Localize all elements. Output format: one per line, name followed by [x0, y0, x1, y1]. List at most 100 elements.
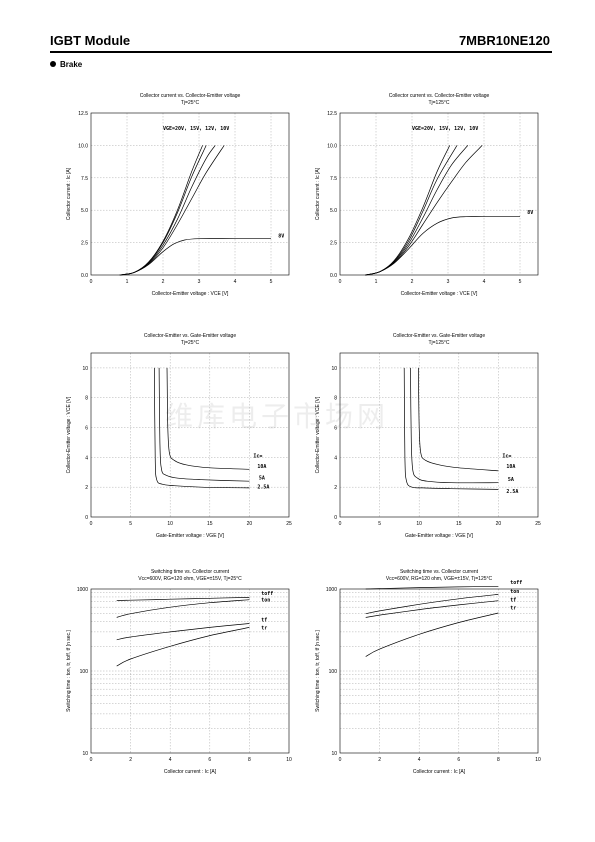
chart1-annotation: 8V: [278, 233, 284, 239]
chart5-x-axis-label: Collector current : Ic [A]: [164, 769, 217, 775]
chart4-x-tick-label: 0: [339, 521, 342, 527]
chart1-plot-frame: [90, 112, 290, 276]
chart4-subtitle: Tj=125°C: [428, 340, 449, 346]
chart5-x-tick-label: 2: [129, 757, 132, 763]
chart5-annotation: tf: [261, 618, 267, 624]
chart6-x-axis-label: Collector current : Ic [A]: [413, 769, 466, 775]
chart3-series-2-5a: [154, 367, 250, 489]
chart1-x-tick-label: 0: [90, 279, 93, 285]
chart6-series-ton: [365, 594, 499, 615]
chart2-x-tick-label: 5: [519, 279, 522, 285]
chart1-x-tick-label: 2: [162, 279, 165, 285]
chart3-plot-frame: [90, 352, 290, 518]
chart5-annotation: ton: [261, 598, 270, 604]
chart3-series-5a: [158, 367, 250, 482]
chart6-annotation: tr: [510, 606, 516, 612]
chart1-y-tick-label: 7.5: [81, 176, 88, 182]
chart1-x-tick-label: 3: [198, 279, 201, 285]
chart1-y-tick-label: 2.5: [81, 241, 88, 247]
chart5-series-ton: [116, 599, 250, 618]
chart6-x-tick-label: 8: [497, 757, 500, 763]
chart6-x-tick-label: 2: [378, 757, 381, 763]
chart2-y-tick-label: 12.5: [327, 111, 337, 117]
chart6-x-tick-label: 0: [339, 757, 342, 763]
chart3-x-tick-label: 25: [286, 521, 292, 527]
chart3-y-tick-label: 0: [85, 515, 88, 521]
chart1-y-axis-label: Collector current : Ic [A]: [66, 167, 72, 220]
chart5-subtitle: Vcc=600V, RG=120 ohm, VGE=±15V, Tj=25°C: [138, 576, 242, 582]
chart5-y-tick-label: 1000: [77, 587, 88, 593]
chart6-x-tick-label: 4: [418, 757, 421, 763]
chart5-y-tick-label: 100: [80, 669, 89, 675]
chart4-x-axis-label: Gate-Emitter voltage : VGE [V]: [405, 533, 474, 539]
chart4-y-tick-label: 8: [334, 396, 337, 402]
chart1-title: Collector current vs. Collector-Emitter …: [140, 93, 241, 99]
chart5-plot-frame: [90, 588, 290, 754]
chart3-annotation: 5A: [259, 476, 265, 482]
chart3-x-tick-label: 20: [247, 521, 253, 527]
chart3-title: Collector-Emitter vs. Gate-Emitter volta…: [144, 333, 236, 339]
chart4-y-tick-label: 2: [334, 485, 337, 491]
chart5-x-tick-label: 0: [90, 757, 93, 763]
chart4-x-tick-label: 15: [456, 521, 462, 527]
page-header: IGBT Module 7MBR10NE120: [50, 33, 550, 53]
chart4-plot-frame: [339, 352, 539, 518]
chart1-x-axis-label: Collector-Emitter voltage : VCE [V]: [152, 291, 229, 297]
chart3-x-tick-label: 0: [90, 521, 93, 527]
chart5-series-tf: [116, 623, 250, 641]
chart6-annotation: toff: [510, 580, 522, 586]
chart3-x-tick-label: 10: [167, 521, 173, 527]
chart4-x-tick-label: 20: [496, 521, 502, 527]
chart5-title: Switching time vs. Collector current: [151, 569, 230, 575]
chart2-subtitle: Tj=125°C: [428, 100, 449, 106]
chart3-series-10a: [166, 367, 250, 470]
document-title: IGBT Module: [50, 33, 131, 48]
chart2-plot-frame: [339, 112, 539, 276]
chart6-y-axis-label: Switching time : ton, tr, toff, tf [n se…: [315, 630, 321, 712]
chart3-x-tick-label: 5: [129, 521, 132, 527]
header-rule: [50, 51, 552, 53]
chart5-x-tick-label: 4: [169, 757, 172, 763]
chart3-annotation: 10A: [257, 464, 266, 470]
chart2-y-tick-label: 7.5: [330, 176, 337, 182]
chart5-annotation: tr: [261, 626, 267, 632]
chart1-subtitle: Tj=25°C: [181, 100, 200, 106]
chart3-y-tick-label: 4: [85, 455, 88, 461]
chart5-y-tick-label: 10: [82, 751, 88, 757]
chart4-annotation: Ic=: [502, 453, 511, 459]
chart3-subtitle: Tj=25°C: [181, 340, 200, 346]
chart6-title: Switching time vs. Collector current: [400, 569, 479, 575]
chart2-annotation: VGE=20V, 15V, 12V, 10V: [412, 126, 478, 132]
chart3-x-tick-label: 15: [207, 521, 213, 527]
chart6-subtitle: Vcc=600V, RG=120 ohm, VGE=±15V, Tj=125°C: [386, 576, 493, 582]
chart3-y-tick-label: 10: [82, 366, 88, 372]
chart5-x-tick-label: 8: [248, 757, 251, 763]
section-label: Brake: [60, 60, 83, 69]
chart2-x-tick-label: 1: [375, 279, 378, 285]
chart1-y-tick-label: 12.5: [78, 111, 88, 117]
chart4-series-5a: [410, 367, 499, 484]
chart1-y-tick-label: 0.0: [81, 273, 88, 279]
chart2-y-axis-label: Collector current : Ic [A]: [315, 167, 321, 220]
chart2-y-tick-label: 10.0: [327, 143, 337, 149]
chart4-annotation: 5A: [508, 477, 514, 483]
chart2-y-tick-label: 2.5: [330, 241, 337, 247]
chart1-y-tick-label: 10.0: [78, 143, 88, 149]
chart4-series-10a: [418, 367, 499, 472]
chart4-annotation: 10A: [506, 464, 515, 470]
chart4-annotation: 2.5A: [506, 489, 518, 495]
chart2-y-tick-label: 5.0: [330, 208, 337, 214]
chart2-x-tick-label: 4: [483, 279, 486, 285]
chart2-x-tick-label: 3: [447, 279, 450, 285]
chart3-annotation: 2.5A: [257, 485, 269, 491]
chart6-y-tick-label: 1000: [326, 587, 337, 593]
chart2-y-tick-label: 0.0: [330, 273, 337, 279]
chart6-x-tick-label: 10: [535, 757, 541, 763]
chart3-y-tick-label: 2: [85, 485, 88, 491]
chart2-x-axis-label: Collector-Emitter voltage : VCE [V]: [401, 291, 478, 297]
chart3-y-axis-label: Collector-Emitter voltage : VCE [V]: [66, 396, 72, 473]
chart6-y-tick-label: 100: [329, 669, 338, 675]
chart5-x-tick-label: 6: [208, 757, 211, 763]
chart2-annotation: 8V: [527, 210, 533, 216]
chart6-x-tick-label: 6: [457, 757, 460, 763]
